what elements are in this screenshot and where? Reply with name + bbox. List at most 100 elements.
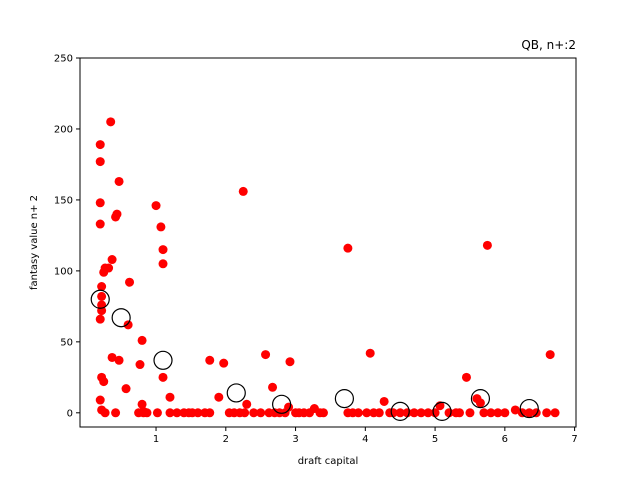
bin-average-marker (111, 308, 131, 328)
data-point (95, 140, 105, 150)
data-point (242, 399, 252, 409)
data-point (158, 245, 168, 255)
data-point (550, 408, 560, 418)
x-tick-label: 3 (292, 434, 298, 445)
data-point (249, 408, 259, 418)
data-point (500, 408, 510, 418)
y-tick-label: 100 (54, 266, 73, 277)
bin-average-marker (226, 383, 246, 403)
data-point (97, 291, 107, 301)
data-point (106, 117, 116, 127)
x-axis: 1 2 3 4 5 6 7 (153, 427, 578, 445)
data-point (475, 398, 485, 408)
data-point (165, 408, 175, 418)
data-point (112, 209, 122, 219)
data-point (111, 408, 121, 418)
data-point (156, 222, 166, 232)
data-point (123, 320, 133, 330)
points-layer (95, 117, 560, 418)
x-tick-label: 6 (502, 434, 508, 445)
data-point (395, 408, 405, 418)
data-point (493, 408, 503, 418)
data-point (104, 263, 114, 273)
data-point (100, 408, 110, 418)
y-tick-label: 0 (67, 408, 73, 419)
data-point (151, 201, 161, 211)
data-point (158, 259, 168, 269)
data-point (343, 243, 353, 253)
data-point (205, 408, 215, 418)
x-tick-label: 1 (153, 434, 159, 445)
data-point (461, 372, 471, 382)
data-point (165, 392, 175, 402)
y-tick-label: 200 (54, 124, 73, 135)
data-point (524, 408, 534, 418)
x-tick-label: 2 (223, 434, 229, 445)
bin-average-marker (470, 389, 491, 409)
y-axis-label: fantasy value n+ 2 (29, 195, 40, 290)
x-tick-label: 7 (571, 434, 577, 445)
data-point (510, 405, 520, 415)
data-point (219, 358, 229, 368)
data-point (409, 408, 419, 418)
data-point (107, 352, 117, 362)
data-point (172, 408, 182, 418)
bin-average-marker (272, 394, 292, 414)
data-point (95, 395, 105, 405)
data-point (107, 255, 117, 265)
bin-average-marker (334, 389, 354, 409)
data-point (193, 408, 203, 418)
data-point (158, 372, 168, 382)
data-point (353, 408, 363, 418)
data-point (362, 408, 372, 418)
bin-average-marker (432, 401, 452, 421)
data-point (486, 408, 496, 418)
data-point (95, 157, 105, 167)
data-point (256, 408, 266, 418)
bin-markers-layer (90, 289, 539, 421)
data-point (465, 408, 475, 418)
data-point (214, 392, 224, 402)
y-tick-label: 250 (54, 54, 73, 65)
data-point (137, 335, 147, 345)
data-point (379, 396, 389, 406)
data-point (423, 408, 433, 418)
data-point (285, 357, 295, 367)
data-point (318, 408, 328, 418)
data-point (268, 382, 278, 392)
y-axis: 0 50 100 150 200 250 (54, 54, 80, 419)
data-point (138, 408, 148, 418)
chart-title: QB, n+:2 (521, 38, 576, 52)
data-point (95, 198, 105, 208)
data-point (454, 408, 464, 418)
bin-average-marker (390, 401, 410, 421)
bin-average-marker (153, 350, 173, 370)
y-tick-label: 50 (60, 337, 73, 348)
data-point (114, 355, 124, 365)
x-tick-label: 4 (362, 434, 368, 445)
data-point (531, 408, 541, 418)
x-axis-label: draft capital (298, 456, 359, 467)
data-point (261, 350, 271, 360)
data-point (365, 348, 375, 358)
data-point (238, 186, 248, 196)
data-point (152, 408, 162, 418)
data-point (482, 240, 492, 250)
y-tick-label: 150 (54, 195, 73, 206)
x-tick-label: 5 (432, 434, 438, 445)
plot-frame (79, 57, 577, 428)
data-point (97, 281, 107, 291)
data-point (542, 408, 552, 418)
bin-average-marker (519, 398, 539, 419)
data-point (121, 384, 131, 394)
data-point (114, 176, 124, 186)
data-point (95, 314, 105, 324)
data-point (135, 360, 145, 370)
data-point (125, 277, 135, 287)
data-point (95, 219, 105, 229)
data-point (545, 350, 555, 360)
data-point (479, 408, 489, 418)
data-point (240, 408, 250, 418)
